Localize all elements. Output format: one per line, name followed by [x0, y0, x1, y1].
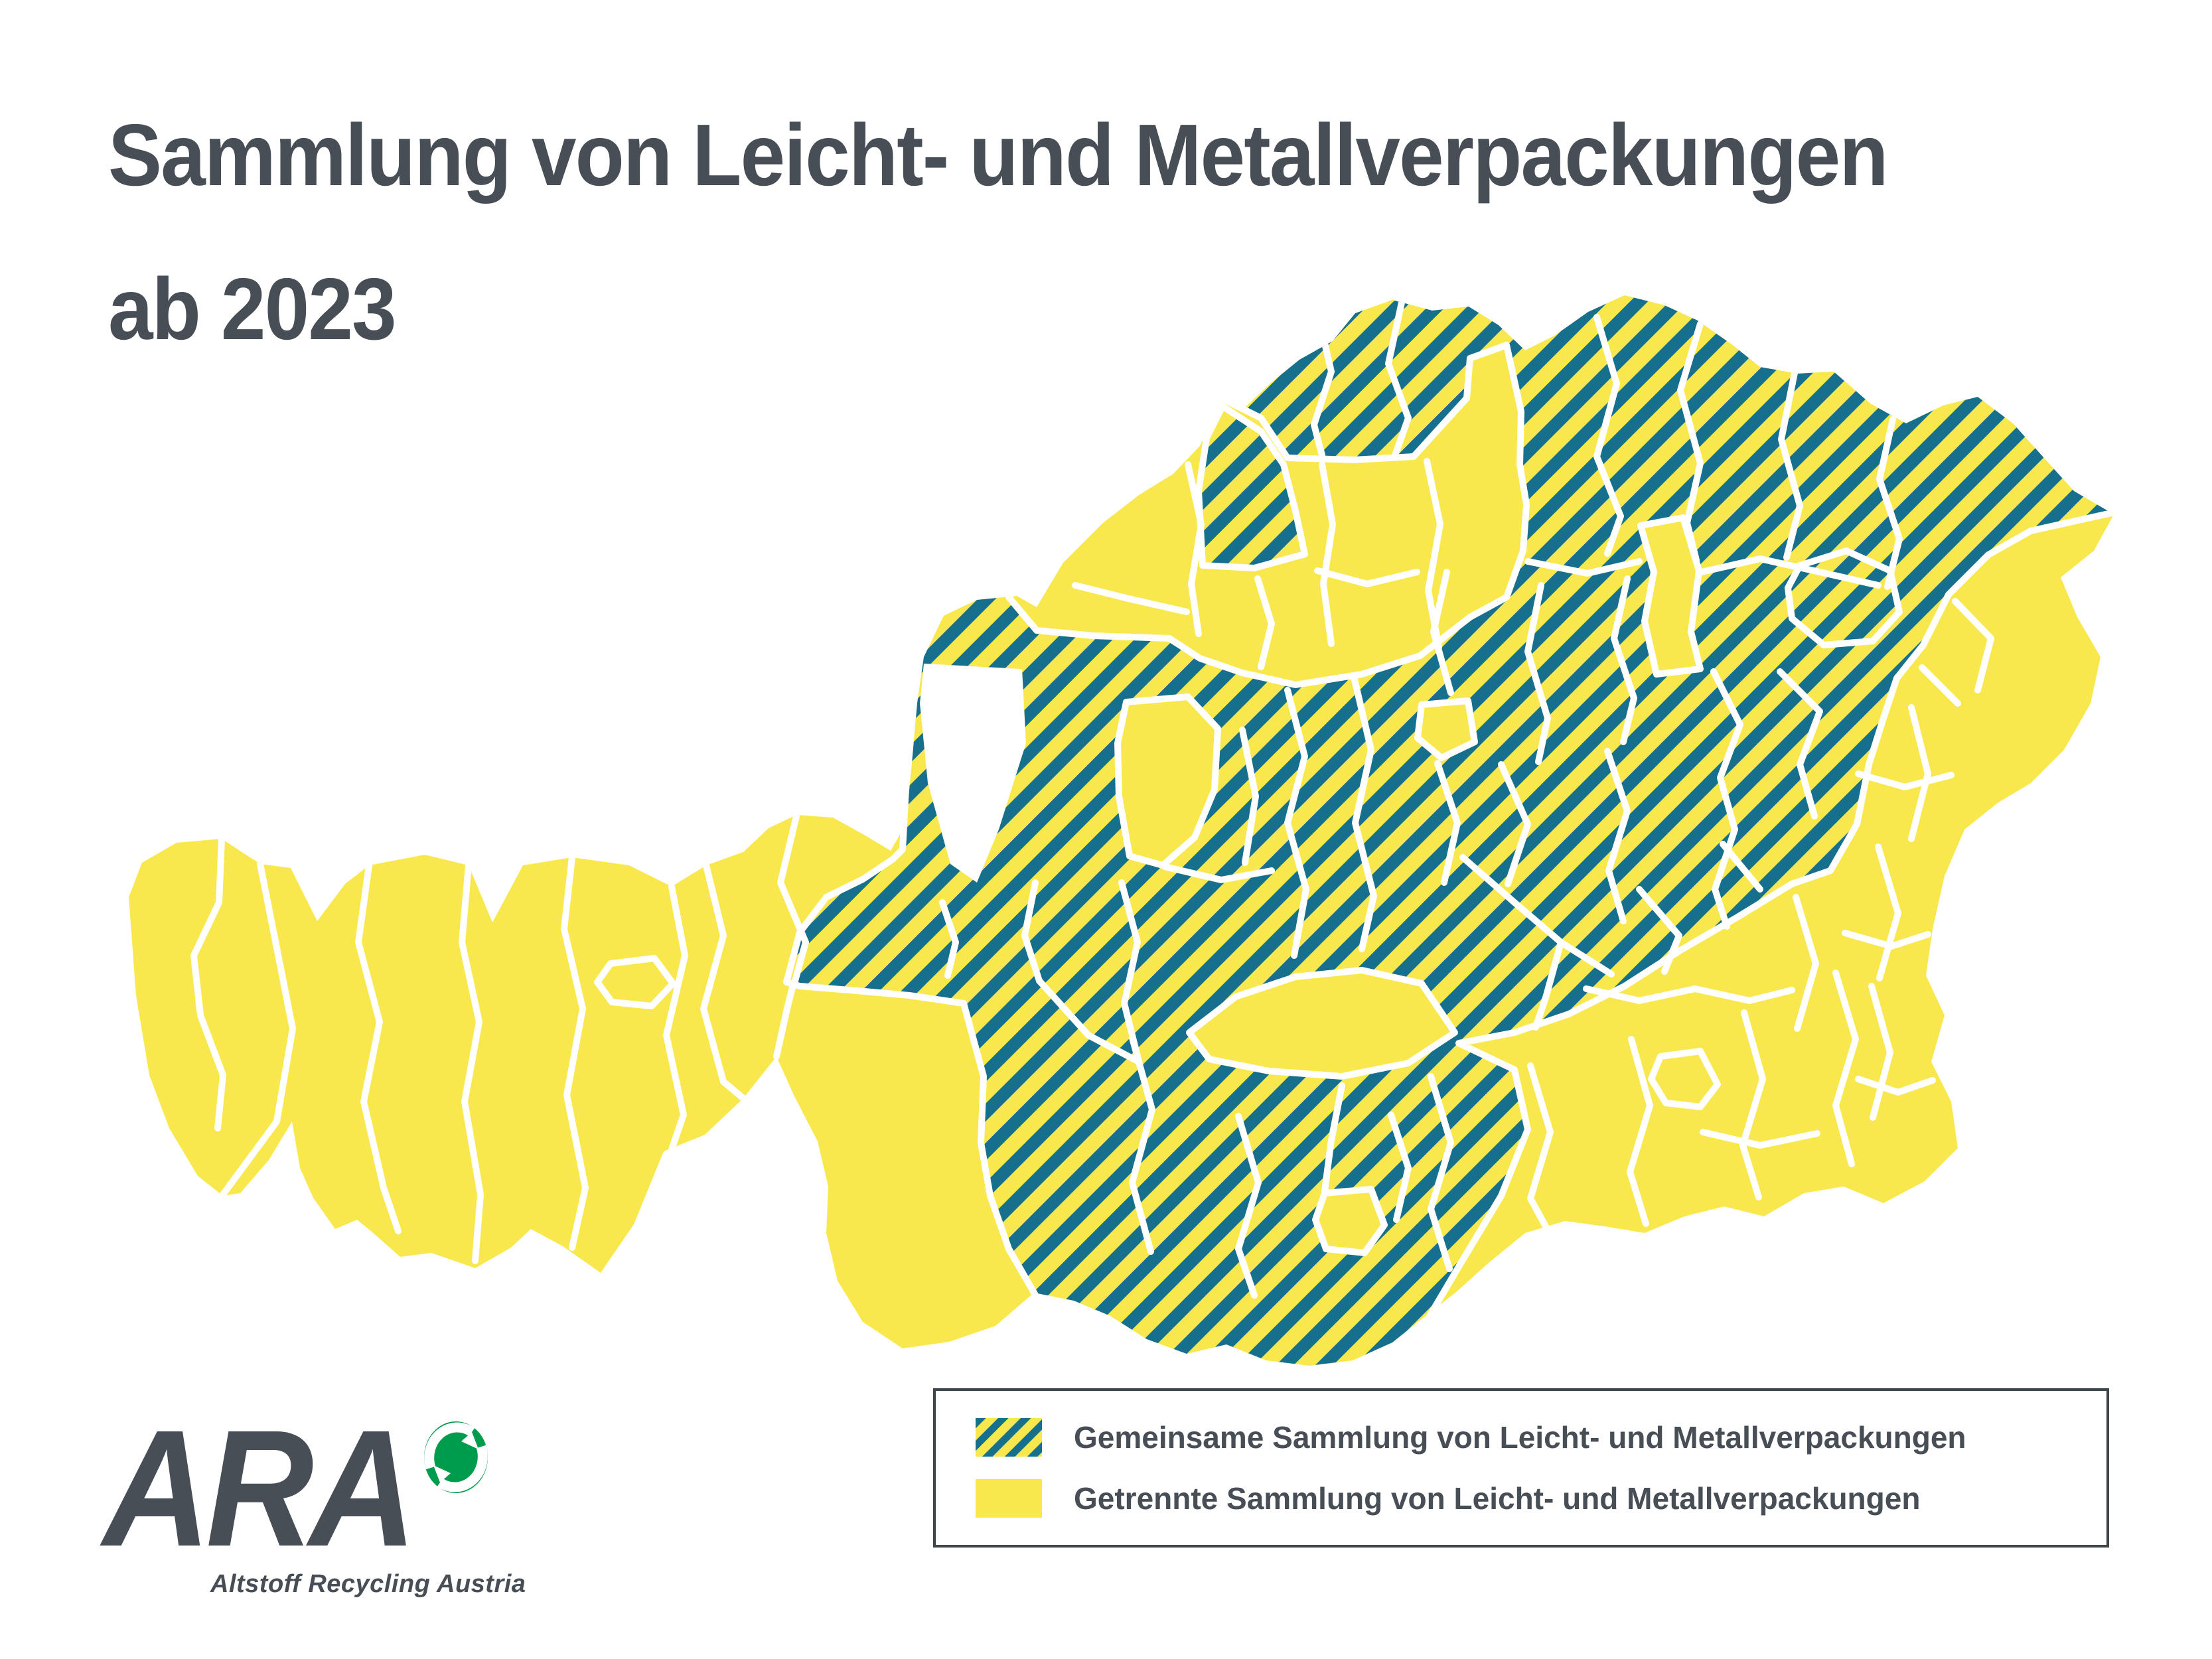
district-border: [1036, 977, 1142, 1065]
legend: Gemeinsame Sammlung von Leicht- und Meta…: [933, 1388, 2109, 1548]
district-border: [777, 813, 809, 984]
district-border: [1430, 569, 1454, 696]
district-border: [700, 862, 747, 1102]
ara-logo: ARA Altstoff Recycling Austria: [103, 1406, 567, 1618]
district-border: [1524, 582, 1551, 765]
ara-logo-text: ARA: [103, 1396, 417, 1581]
district-border: [1855, 770, 1954, 790]
district-border: [1235, 1113, 1262, 1299]
page-title-line2: ab 2023: [108, 260, 397, 358]
district-border: [1855, 1076, 1936, 1096]
district-border: [1498, 761, 1531, 887]
district-border: [1021, 879, 1043, 984]
district-border: [190, 835, 225, 1019]
district-border: [1875, 843, 1901, 981]
district-border: [1868, 983, 1893, 1121]
district-border: [1739, 1009, 1766, 1200]
district-border: [1777, 668, 1823, 820]
district-border: [1636, 886, 1682, 975]
district-border: [1129, 1035, 1155, 1255]
district-border: [773, 979, 797, 1060]
legend-label-separate: Getrennte Sammlung von Leicht- und Metal…: [1074, 1481, 1921, 1516]
district-border: [1876, 416, 1903, 590]
district-border: [1778, 370, 1803, 561]
district-border: [1611, 575, 1637, 745]
page-title: Sammlung von Leicht- und Metallverpackun…: [108, 78, 1889, 386]
district-border: [355, 862, 402, 1234]
city-enclave-rings: [594, 547, 1903, 1110]
district-border: [1434, 760, 1461, 886]
green-dot-recycling-icon: [424, 1421, 488, 1493]
city-enclave-ring: [1785, 547, 1903, 648]
district-border: [1532, 939, 1564, 1031]
district-border: [1239, 727, 1259, 866]
district-border: [1284, 687, 1309, 959]
city-enclave-ring: [594, 955, 676, 1009]
legend-row-separate: Getrennte Sammlung von Leicht- und Metal…: [976, 1479, 2106, 1518]
district-border: [1351, 674, 1377, 952]
page-title-line1: Sammlung von Leicht- und Metallverpackun…: [108, 106, 1889, 204]
district-border: [1908, 704, 1931, 842]
district-border: [1388, 1112, 1412, 1223]
district-border: [1314, 567, 1420, 587]
district-border: [1832, 970, 1859, 1167]
district-border: [220, 861, 296, 1198]
striped-swatch-icon: [976, 1418, 1042, 1457]
district-border: [1698, 555, 1881, 589]
district-border: [663, 883, 688, 1153]
solid-swatch-icon: [976, 1479, 1042, 1518]
district-border: [561, 854, 589, 1251]
district-border: [1710, 668, 1743, 833]
district-border: [197, 1012, 226, 1131]
district-border: [1593, 314, 1624, 557]
district-border: [1919, 664, 1961, 707]
district-border: [1161, 863, 1275, 883]
ara-logo-tagline: Altstoff Recycling Austria: [210, 1570, 526, 1598]
joint-collection-region-2: [1195, 403, 1308, 571]
district-borders: [190, 299, 1994, 1299]
district-border: [1627, 1036, 1653, 1227]
district-border: [1604, 748, 1631, 924]
city-enclave-ring: [1648, 1048, 1721, 1110]
legend-label-joint: Gemeinsame Sammlung von Leicht- und Meta…: [1074, 1420, 1966, 1455]
district-border: [1700, 1129, 1820, 1149]
district-border: [1459, 854, 1615, 977]
district-border: [1524, 558, 1643, 577]
district-border: [1385, 299, 1412, 459]
district-border: [1321, 1082, 1345, 1194]
legend-row-joint: Gemeinsame Sammlung von Leicht- und Meta…: [976, 1418, 2106, 1457]
district-border: [459, 862, 484, 1264]
district-border: [1842, 930, 1931, 950]
district-border: [1677, 321, 1704, 563]
district-border: [1428, 1073, 1454, 1272]
district-border: [939, 899, 959, 979]
district-border: [1793, 894, 1819, 1032]
district-border: [1720, 841, 1763, 893]
district-border: [1185, 461, 1205, 637]
district-border: [1254, 575, 1275, 670]
district-border: [1952, 598, 1994, 693]
district-border: [1527, 1062, 1554, 1231]
district-border: [1118, 879, 1142, 1065]
district-border: [1583, 985, 1795, 1004]
district-border: [1319, 461, 1336, 647]
district-border: [1072, 582, 1190, 615]
